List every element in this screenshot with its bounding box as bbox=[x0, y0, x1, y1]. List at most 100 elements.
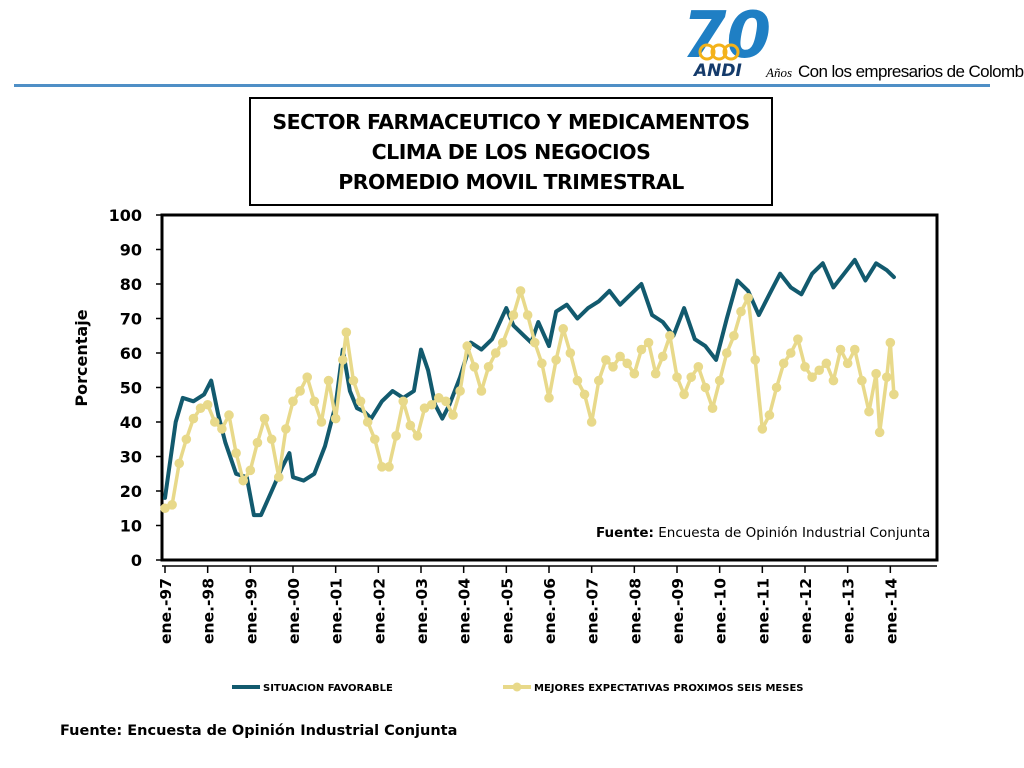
series-2-point bbox=[881, 372, 892, 382]
series-2-point bbox=[750, 355, 761, 365]
x-tick-label: ene.-02 bbox=[370, 578, 388, 644]
series-2-point bbox=[714, 375, 725, 386]
series-2-point bbox=[693, 362, 704, 372]
series-2-point bbox=[593, 375, 604, 386]
source-annotation: Fuente: Encuesta de Opinión Industrial C… bbox=[596, 525, 930, 541]
series-2-point bbox=[217, 424, 227, 434]
series-2-point bbox=[259, 413, 270, 424]
x-tick-label: ene.-01 bbox=[328, 578, 346, 644]
y-tick-label: 60 bbox=[120, 344, 142, 363]
series-2-point bbox=[245, 465, 256, 476]
series-2-point bbox=[341, 327, 352, 338]
series-2-point bbox=[707, 403, 718, 414]
series-2-point bbox=[384, 462, 394, 472]
logo-andi-wordmark: ANDI bbox=[692, 61, 744, 81]
series-2-point bbox=[572, 375, 583, 386]
series-2-point bbox=[209, 417, 220, 427]
line-chart: 0 10 20 30 40 50 60 70 80 90 100 Porcentaje ene.-97 e… bbox=[72, 206, 939, 694]
series-2-point bbox=[323, 375, 334, 386]
series-2-point bbox=[657, 351, 668, 362]
y-tick-label: 0 bbox=[131, 551, 142, 570]
series-2-point bbox=[309, 396, 320, 407]
x-tick-label: ene.-04 bbox=[456, 578, 474, 644]
series-2-point bbox=[864, 406, 874, 417]
series-2-point bbox=[469, 362, 480, 372]
series-2-point bbox=[793, 334, 803, 345]
series-2-point bbox=[842, 358, 853, 369]
series-2-point bbox=[579, 389, 590, 400]
series-2-point bbox=[551, 355, 561, 365]
series-2-point bbox=[650, 368, 661, 379]
series-2-point bbox=[889, 389, 899, 400]
legend-label-1: SITUACION FAVORABLE bbox=[263, 683, 393, 694]
x-tick-label: ene.-03 bbox=[413, 578, 431, 644]
series-2-point bbox=[608, 362, 618, 372]
series-2-point bbox=[729, 330, 739, 341]
x-tick-label: ene.-13 bbox=[840, 578, 858, 644]
series-2-point bbox=[778, 358, 789, 369]
series-2-point bbox=[281, 424, 291, 434]
y-tick-label: 80 bbox=[120, 275, 142, 294]
x-tick-label: ene.-99 bbox=[242, 578, 260, 644]
series-2-point bbox=[412, 431, 423, 441]
series-2-point bbox=[807, 372, 817, 382]
series-2-point bbox=[167, 500, 177, 510]
header-divider bbox=[14, 84, 990, 87]
legend-marker-2 bbox=[512, 682, 522, 692]
series-2-point bbox=[231, 448, 241, 458]
series-2-point bbox=[857, 375, 867, 386]
series-2-point bbox=[448, 410, 458, 420]
andi-logo: 70 ANDI Años Con los empresarios de Colo… bbox=[676, 4, 1024, 82]
series-2-point bbox=[174, 458, 185, 469]
logo-tagline: Con los empresarios de Colombia bbox=[798, 62, 1024, 81]
series-2-point bbox=[224, 410, 234, 420]
series-2-point bbox=[316, 417, 327, 427]
series-2-point bbox=[398, 396, 409, 407]
series-2-point bbox=[721, 348, 732, 358]
series-2-point bbox=[391, 431, 401, 441]
x-tick-label: ene.-98 bbox=[200, 578, 218, 644]
series-2-point bbox=[586, 417, 597, 427]
series-2-point bbox=[601, 355, 611, 365]
series-2-point bbox=[355, 396, 366, 407]
series-2-point bbox=[522, 310, 533, 320]
series-2-point bbox=[672, 372, 682, 382]
legend-label-2: MEJORES EXPECTATIVAS PROXIMOS SEIS MESES bbox=[534, 683, 804, 694]
series-2-point bbox=[337, 355, 348, 365]
series-2-point bbox=[273, 472, 284, 483]
y-tick-label: 20 bbox=[120, 482, 142, 501]
x-tick-label: ene.-09 bbox=[669, 578, 687, 644]
y-tick-label: 90 bbox=[120, 241, 142, 260]
series-2-point bbox=[295, 386, 305, 396]
chart-title-line-2: CLIMA DE LOS NEGOCIOS bbox=[371, 139, 651, 164]
series-2-point bbox=[643, 337, 654, 348]
x-tick-label: ene.-97 bbox=[157, 578, 175, 644]
series-2-point bbox=[771, 382, 782, 393]
series-2-point bbox=[238, 475, 249, 486]
y-tick-label: 40 bbox=[120, 413, 142, 432]
series-2-point bbox=[497, 337, 508, 348]
y-tick-label: 50 bbox=[120, 379, 142, 398]
series-2-point bbox=[302, 372, 313, 382]
series-2-point bbox=[490, 348, 501, 358]
series-2-point bbox=[462, 341, 473, 351]
series-2-point bbox=[362, 417, 373, 427]
series-2-point bbox=[455, 386, 465, 396]
series-2-point bbox=[476, 386, 487, 396]
series-2-point bbox=[405, 420, 416, 431]
series-2-point bbox=[800, 362, 810, 372]
series-2-point bbox=[266, 434, 277, 445]
chart-title-box: SECTOR FARMACEUTICO Y MEDICAMENTOS CLIMA… bbox=[249, 97, 773, 206]
series-2-point bbox=[679, 389, 689, 400]
y-tick-label: 100 bbox=[109, 206, 142, 225]
series-2-point bbox=[814, 365, 825, 376]
series-2-point bbox=[874, 427, 885, 438]
x-tick-label: ene.-12 bbox=[797, 578, 815, 644]
logo-circles-icon bbox=[698, 43, 740, 61]
series-2-point bbox=[871, 368, 881, 379]
logo-years-word: Años bbox=[766, 65, 792, 80]
series-2-point bbox=[565, 348, 576, 358]
x-tick-label: ene.-11 bbox=[754, 578, 772, 644]
series-2-point bbox=[537, 358, 547, 369]
series-2-point bbox=[348, 375, 359, 386]
